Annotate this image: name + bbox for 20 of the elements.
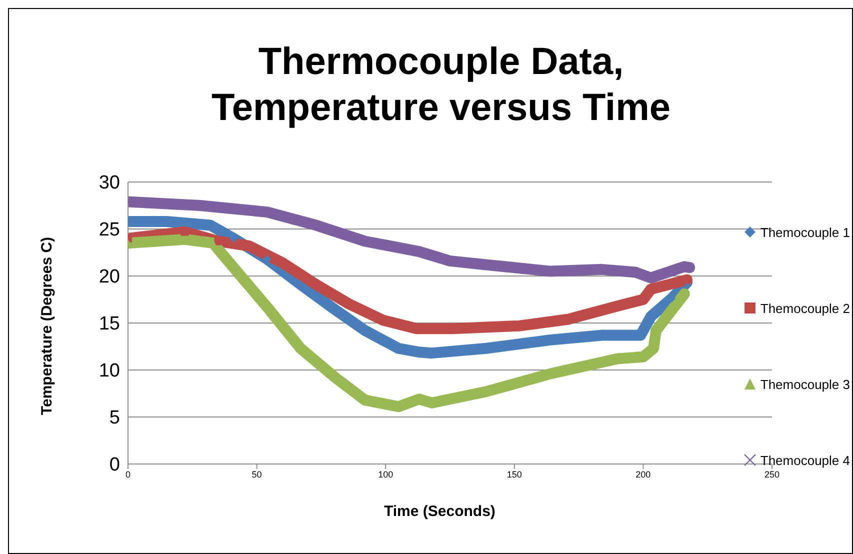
legend-label: Themocouple 2: [760, 300, 850, 316]
x-tick-label: 200: [636, 469, 651, 480]
x-tick-label: 0: [125, 469, 131, 480]
y-tick-label: 10: [98, 360, 120, 382]
y-tick-label: 5: [109, 408, 120, 429]
y-tick-label: 25: [98, 220, 120, 241]
x-tick-label: 100: [378, 469, 394, 480]
x-tick-label: 250: [764, 469, 780, 480]
y-tick-label: 30: [98, 172, 120, 194]
y-tick-label: 15: [98, 314, 120, 335]
legend-label: Themocouple 3: [760, 376, 850, 392]
x-tick-label: 50: [252, 469, 262, 480]
chart-title: Thermocouple Data, Temperature versus Time: [210, 40, 672, 131]
y-axis-title: Temperature (Degrees C): [38, 236, 56, 416]
legend-label: Themocouple 4: [760, 452, 850, 468]
point: [682, 276, 691, 284]
legend-label: Themocouple 1: [760, 224, 850, 240]
x-tick-label: 150: [506, 469, 522, 480]
y-tick-label: 20: [98, 266, 120, 288]
x-axis-title: Time (Seconds): [384, 503, 496, 520]
